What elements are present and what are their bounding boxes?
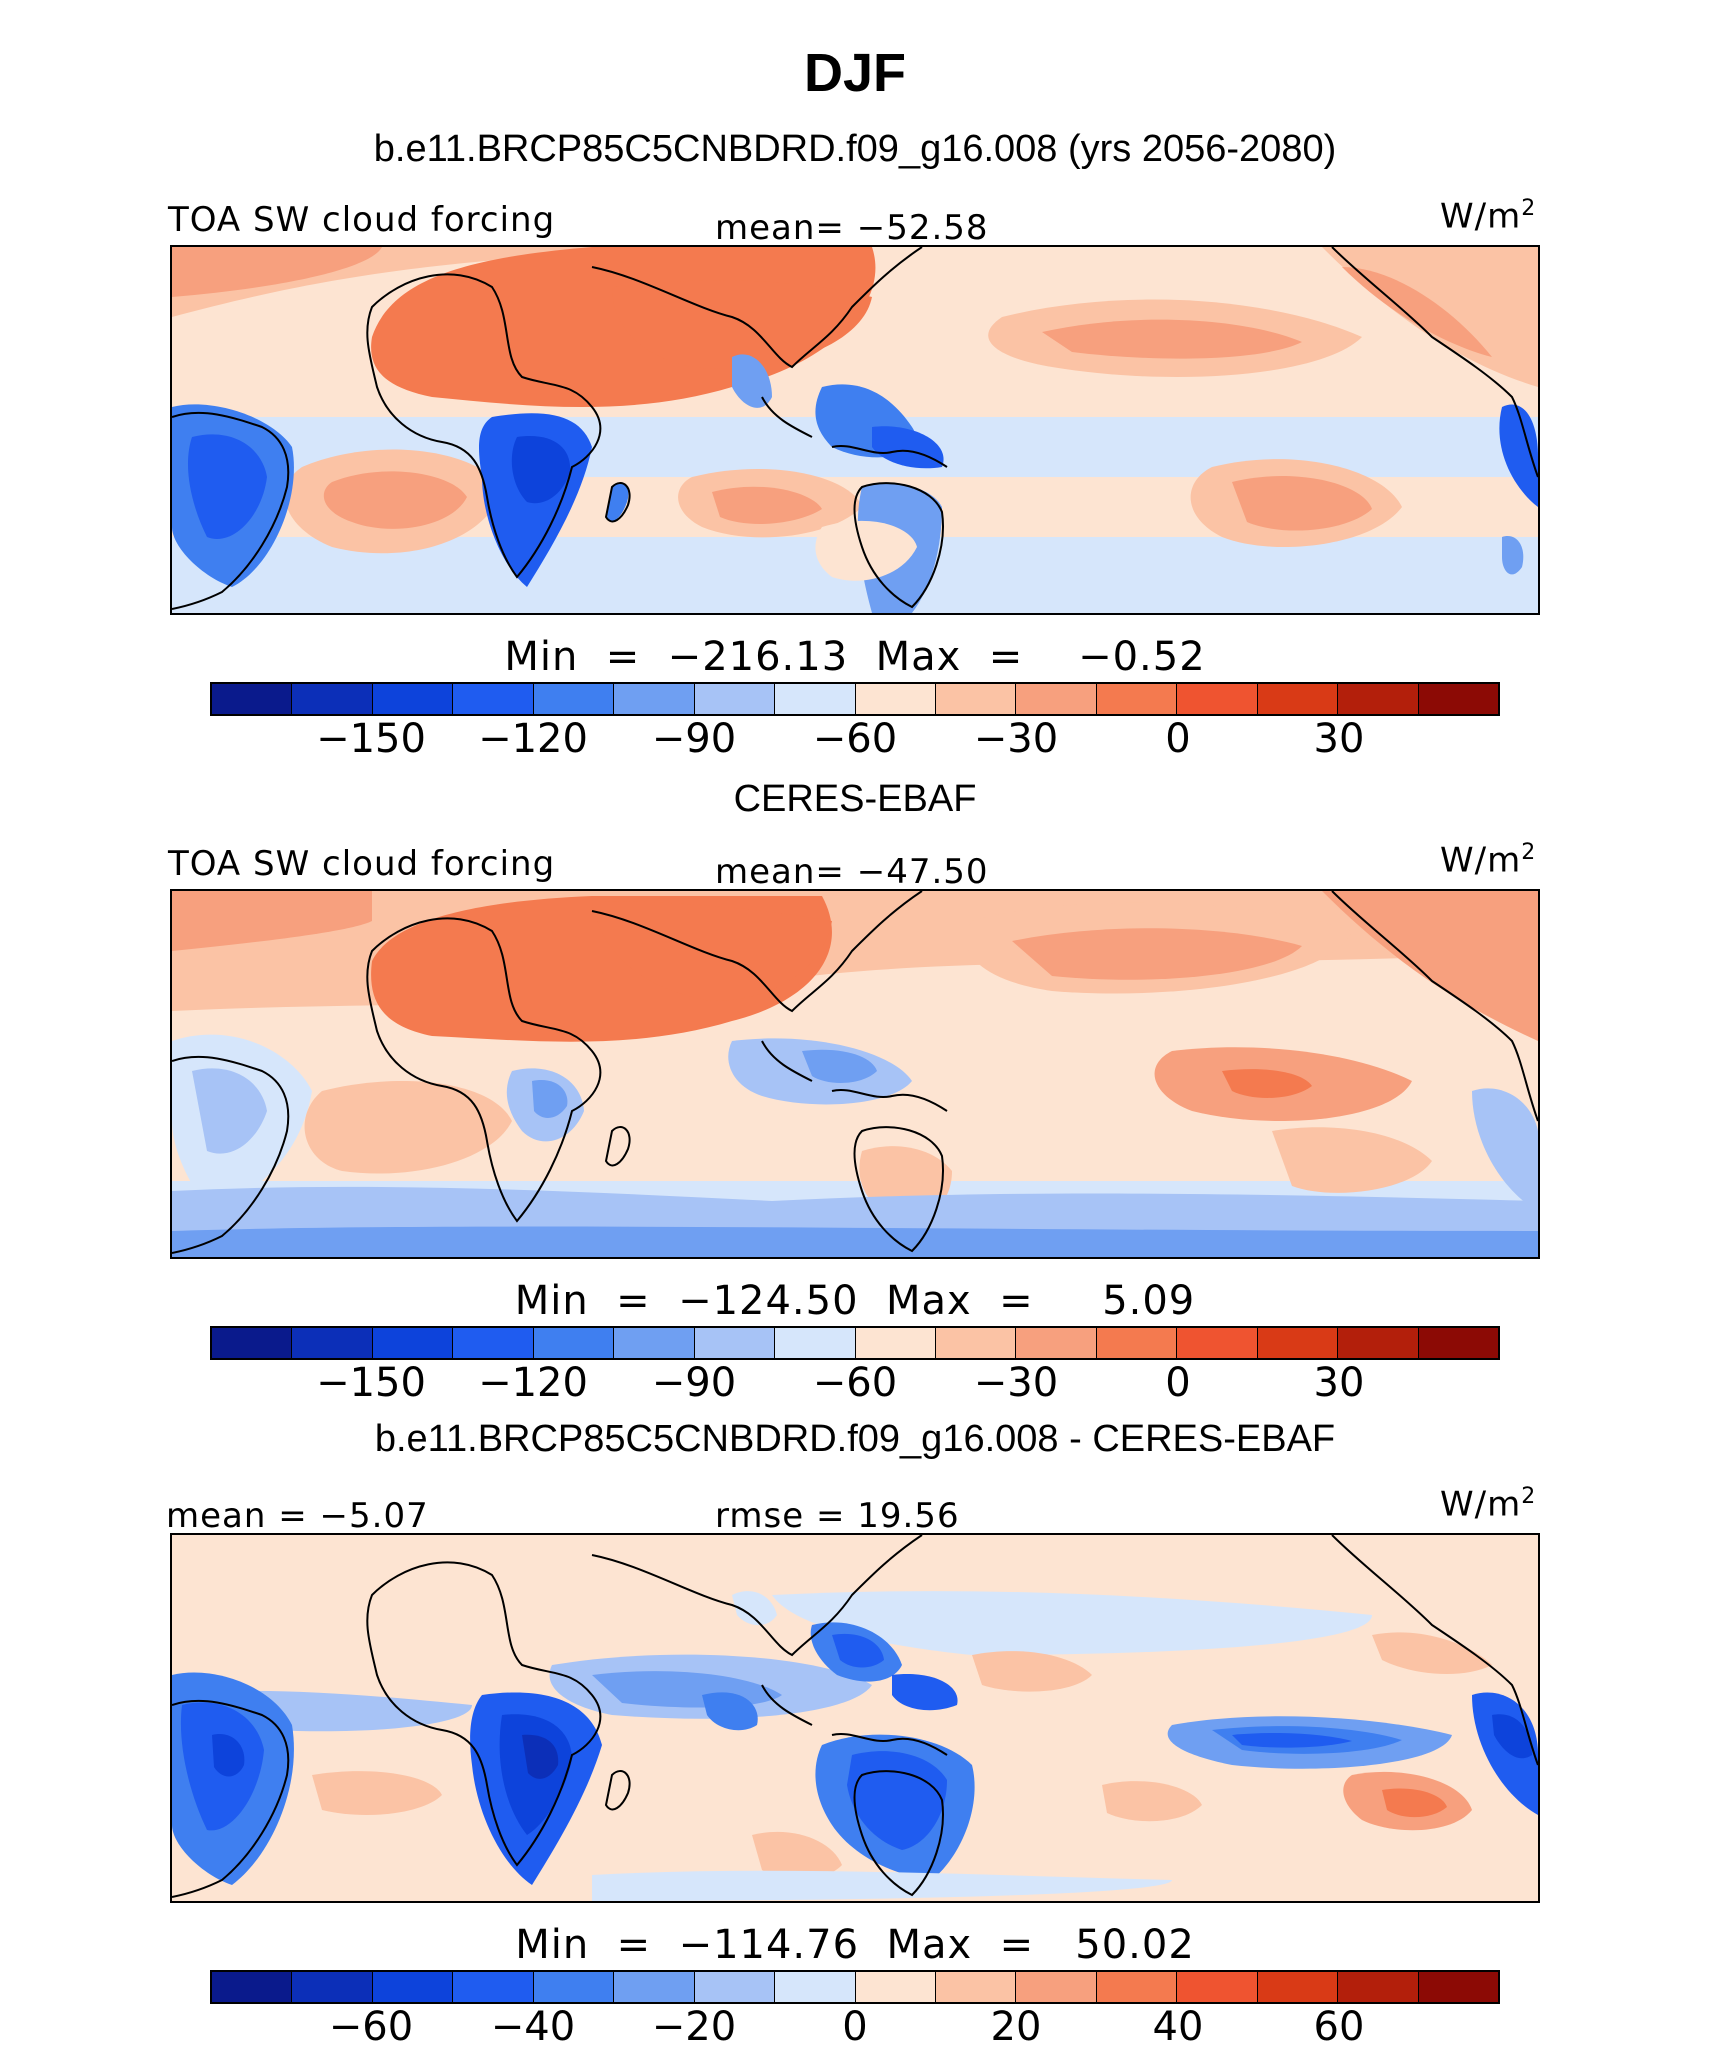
colorbar-swatch: [1177, 1972, 1258, 2002]
panel-1-minmax: Min = −216.13 Max = −0.52: [504, 634, 1206, 680]
colorbar-swatch: [292, 1972, 373, 2002]
tick-label: −30: [973, 1360, 1059, 1406]
colorbar-swatch: [614, 1972, 695, 2002]
colorbar-swatch: [1016, 1972, 1097, 2002]
panel-2-variable-label: TOA SW cloud forcing: [168, 844, 556, 884]
panel-3-colorbar-ticks: −60 −40 −20 0 20 40 60: [0, 2004, 1710, 2054]
colorbar-swatch: [935, 1972, 1017, 2002]
colorbar-swatch: [533, 1328, 615, 1358]
colorbar-swatch: [372, 1972, 454, 2002]
colorbar-swatch: [453, 1328, 534, 1358]
tick-label: −120: [478, 716, 588, 762]
colorbar-swatch: [1257, 1328, 1339, 1358]
panel-2-colorbar: [210, 1326, 1500, 1360]
panel-2-map: [170, 889, 1540, 1259]
panel-1-map: [170, 245, 1540, 615]
colorbar-swatch: [533, 1972, 615, 2002]
panel-2-colorbar-ticks: −150 −120 −90 −60 −30 0 30: [0, 1360, 1710, 1410]
colorbar-swatch: [694, 1328, 776, 1358]
tick-label: −60: [328, 2004, 414, 2050]
panel-2-title: CERES-EBAF: [733, 778, 977, 820]
panel-1-colorbar: [210, 682, 1500, 716]
colorbar-swatch: [855, 1972, 936, 2002]
panel-1-mean-label: mean= −52.58: [715, 208, 989, 248]
panel-1-colorbar-ticks: −150 −120 −90 −60 −30 0 30: [0, 716, 1710, 766]
colorbar-swatch: [453, 684, 534, 714]
colorbar-swatch: [935, 1328, 1017, 1358]
panel-2-units: W/m2: [1440, 840, 1537, 881]
tick-label: −90: [651, 1360, 737, 1406]
colorbar-swatch: [1418, 1328, 1498, 1358]
tick-label: −30: [973, 716, 1059, 762]
colorbar-swatch: [1177, 1328, 1258, 1358]
colorbar-swatch: [292, 1328, 373, 1358]
colorbar-swatch: [1418, 684, 1498, 714]
panel-3-map: [170, 1533, 1540, 1903]
colorbar-swatch: [292, 684, 373, 714]
tick-label: 60: [1313, 2004, 1365, 2050]
colorbar-swatch: [614, 684, 695, 714]
colorbar-swatch: [775, 1972, 856, 2002]
colorbar-swatch: [1257, 1972, 1339, 2002]
panel-3-mean-label: mean = −5.07: [166, 1496, 429, 1536]
colorbar-swatch: [1257, 684, 1339, 714]
colorbar-swatch: [694, 1972, 776, 2002]
colorbar-swatch: [855, 684, 936, 714]
tick-label: −150: [316, 1360, 426, 1406]
panel-2-minmax: Min = −124.50 Max = 5.09: [514, 1278, 1196, 1324]
colorbar-swatch: [533, 684, 615, 714]
colorbar-swatch: [212, 684, 293, 714]
colorbar-swatch: [614, 1328, 695, 1358]
panel-2-mean-label: mean= −47.50: [715, 852, 989, 892]
tick-label: −90: [651, 716, 737, 762]
tick-label: −60: [812, 716, 898, 762]
tick-label: 0: [842, 2004, 868, 2050]
colorbar-swatch: [453, 1972, 534, 2002]
tick-label: 0: [1165, 716, 1191, 762]
panel-3-units: W/m2: [1440, 1484, 1537, 1525]
figure-title: DJF: [803, 43, 906, 103]
tick-label: −150: [316, 716, 426, 762]
colorbar-swatch: [372, 684, 454, 714]
colorbar-swatch: [1338, 1972, 1419, 2002]
tick-label: 40: [1152, 2004, 1204, 2050]
panel-3-colorbar: [210, 1970, 1500, 2004]
colorbar-swatch: [935, 684, 1017, 714]
colorbar-swatch: [1096, 684, 1178, 714]
panel-1-variable-label: TOA SW cloud forcing: [168, 200, 556, 240]
colorbar-swatch: [1096, 1328, 1178, 1358]
tick-label: 30: [1313, 716, 1365, 762]
panel-3-title: b.e11.BRCP85C5CNBDRD.f09_g16.008 - CERES…: [374, 1418, 1336, 1460]
colorbar-swatch: [1177, 684, 1258, 714]
panel-1-units: W/m2: [1440, 196, 1537, 237]
tick-label: 30: [1313, 1360, 1365, 1406]
colorbar-swatch: [1016, 1328, 1097, 1358]
colorbar-swatch: [855, 1328, 936, 1358]
tick-label: −20: [651, 2004, 737, 2050]
colorbar-swatch: [1338, 684, 1419, 714]
tick-label: −60: [812, 1360, 898, 1406]
colorbar-swatch: [212, 1328, 293, 1358]
tick-label: 20: [990, 2004, 1042, 2050]
colorbar-swatch: [1338, 1328, 1419, 1358]
tick-label: −120: [478, 1360, 588, 1406]
panel-3-minmax: Min = −114.76 Max = 50.02: [515, 1922, 1195, 1968]
colorbar-swatch: [1418, 1972, 1498, 2002]
colorbar-swatch: [1016, 684, 1097, 714]
colorbar-swatch: [212, 1972, 293, 2002]
colorbar-swatch: [694, 684, 776, 714]
tick-label: −40: [490, 2004, 576, 2050]
colorbar-swatch: [775, 684, 856, 714]
panel-1-title: b.e11.BRCP85C5CNBDRD.f09_g16.008 (yrs 20…: [373, 128, 1337, 170]
tick-label: 0: [1165, 1360, 1191, 1406]
colorbar-swatch: [775, 1328, 856, 1358]
colorbar-swatch: [1096, 1972, 1178, 2002]
panel-3-rmse-label: rmse = 19.56: [715, 1496, 960, 1536]
colorbar-swatch: [372, 1328, 454, 1358]
